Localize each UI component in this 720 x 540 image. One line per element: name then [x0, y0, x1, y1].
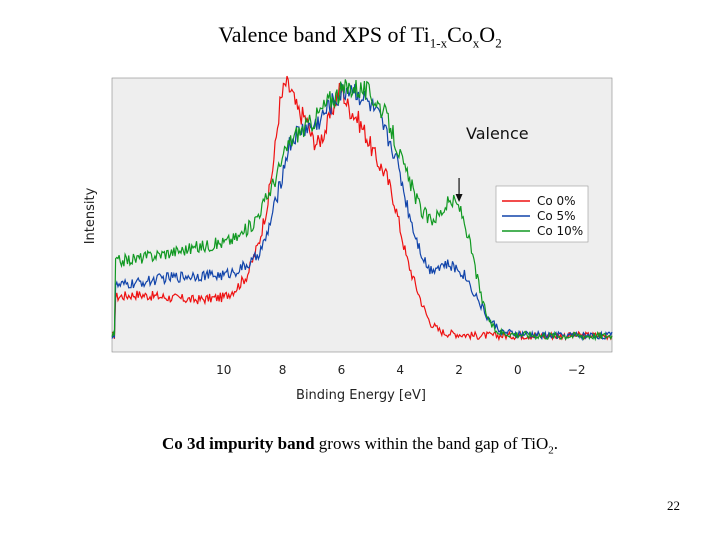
caption-text: grows within the band gap of TiO	[314, 434, 549, 453]
x-tick-label: 8	[279, 363, 287, 377]
x-tick-label: 10	[216, 363, 231, 377]
x-ticks: 10 8 6 4 2 0 −2	[216, 363, 585, 377]
arrow-head	[455, 194, 463, 202]
slide-caption: Co 3d impurity band grows within the ban…	[0, 434, 720, 456]
series-layer	[111, 75, 613, 342]
y-axis-label: Intensity	[83, 187, 98, 244]
valence-annotation: Valence	[466, 124, 529, 143]
title-sub-3: 2	[495, 35, 502, 51]
legend-label: Co 10%	[537, 224, 583, 238]
caption-end: .	[553, 434, 559, 453]
series-line-2	[111, 82, 613, 342]
page-number: 22	[667, 498, 680, 513]
legend-label: Co 5%	[537, 209, 576, 223]
valence-arrow	[455, 178, 463, 202]
title-main: Valence band XPS of Ti	[218, 22, 430, 47]
x-tick-label: 4	[396, 363, 404, 377]
legend-box	[495, 185, 589, 243]
slide-title: Valence band XPS of Ti1-xCoxO2	[0, 22, 720, 51]
x-tick-label: 6	[338, 363, 346, 377]
caption-sub: 2	[548, 444, 554, 457]
x-tick-label: 2	[455, 363, 463, 377]
title-mid: Co	[447, 22, 473, 47]
x-tick-label: 0	[514, 363, 522, 377]
series-line-3	[111, 79, 613, 342]
legend: Co 0%Co 5%Co 10%	[502, 194, 583, 238]
title-sub-1: 1-x	[429, 35, 448, 51]
x-tick-label: −2	[568, 363, 586, 377]
legend-label: Co 0%	[537, 194, 576, 208]
x-axis-label: Binding Energy [eV]	[296, 388, 426, 403]
title-end: O	[479, 22, 496, 47]
caption-bold: Co 3d impurity band	[161, 434, 315, 453]
title-sub-2: x	[472, 35, 480, 51]
